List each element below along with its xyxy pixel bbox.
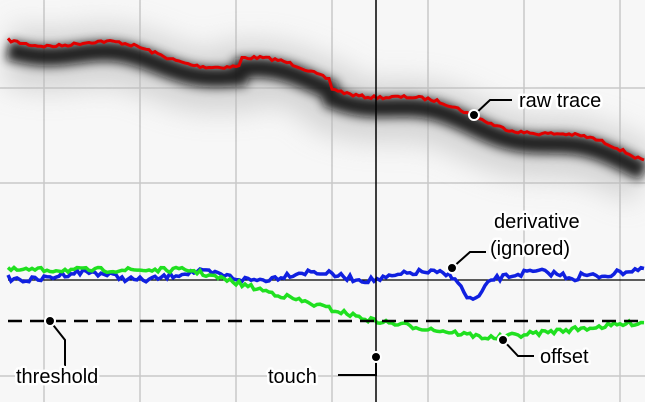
label-offset: offset — [540, 346, 589, 368]
label-ignored: (ignored) — [490, 238, 570, 260]
finger-smear — [5, 40, 645, 181]
callouts — [49, 99, 534, 376]
label-threshold: threshold — [16, 366, 98, 388]
offset-trace — [6, 265, 645, 341]
raw-trace — [6, 37, 645, 162]
label-raw-trace: raw trace — [519, 90, 601, 112]
derivative-trace — [6, 265, 645, 302]
label-derivative: derivative — [494, 211, 580, 233]
label-touch: touch — [268, 366, 317, 388]
callout-dots — [44, 109, 509, 363]
